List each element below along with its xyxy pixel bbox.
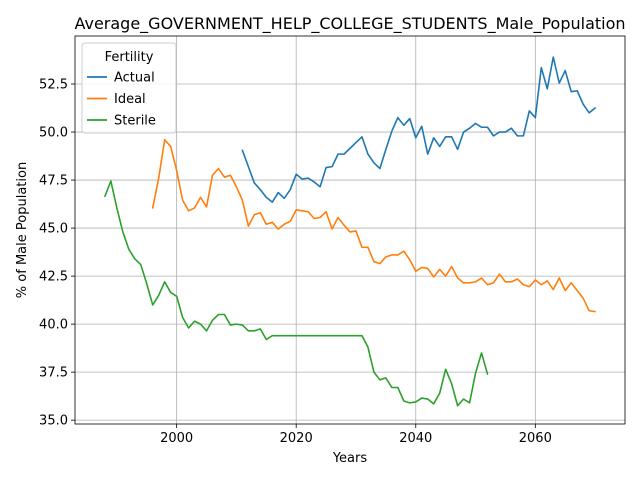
x-tick-label: 2040	[399, 431, 432, 446]
series-line-actual	[241, 56, 596, 203]
plot-frame	[74, 35, 626, 425]
legend-entries: Actual Ideal Sterile	[87, 71, 156, 129]
grid	[75, 36, 625, 424]
legend-title: Fertility	[105, 50, 154, 65]
legend-box	[81, 42, 177, 134]
y-tick-label: 52.5	[39, 78, 68, 93]
y-tick-label: 45.0	[39, 222, 68, 237]
series-line-ideal	[151, 138, 596, 313]
legend-entry-ideal: Ideal	[87, 92, 146, 107]
legend-label: Ideal	[114, 92, 146, 107]
y-axis-ticks: 35.0 37.5 40.0 42.5 45.0 47.5 50.0 52.5	[39, 78, 75, 429]
y-tick-label: 35.0	[39, 414, 68, 429]
x-tick-label: 2020	[280, 431, 313, 446]
y-tick-label: 37.5	[39, 366, 68, 381]
x-tick-label: 2000	[160, 431, 193, 446]
legend-entry-actual: Actual	[87, 71, 155, 86]
legend: Fertility Actual Ideal Sterile	[81, 42, 177, 134]
y-tick-label: 42.5	[39, 270, 68, 285]
y-tick-label: 40.0	[39, 318, 68, 333]
y-tick-label: 47.5	[39, 174, 68, 189]
y-tick-label: 50.0	[39, 126, 68, 141]
x-axis-ticks: 2000 2020 2040 2060	[160, 424, 552, 446]
legend-entry-sterile: Sterile	[87, 114, 156, 129]
legend-label: Sterile	[114, 114, 156, 129]
y-axis-label: % of Male Population	[15, 162, 30, 298]
x-tick-label: 2060	[519, 431, 552, 446]
series-line-sterile	[104, 180, 489, 407]
legend-label: Actual	[114, 71, 155, 86]
x-axis-label: Years	[332, 451, 368, 466]
chart-title: Average_GOVERNMENT_HELP_COLLEGE_STUDENTS…	[74, 14, 625, 34]
series-layer	[104, 56, 596, 407]
